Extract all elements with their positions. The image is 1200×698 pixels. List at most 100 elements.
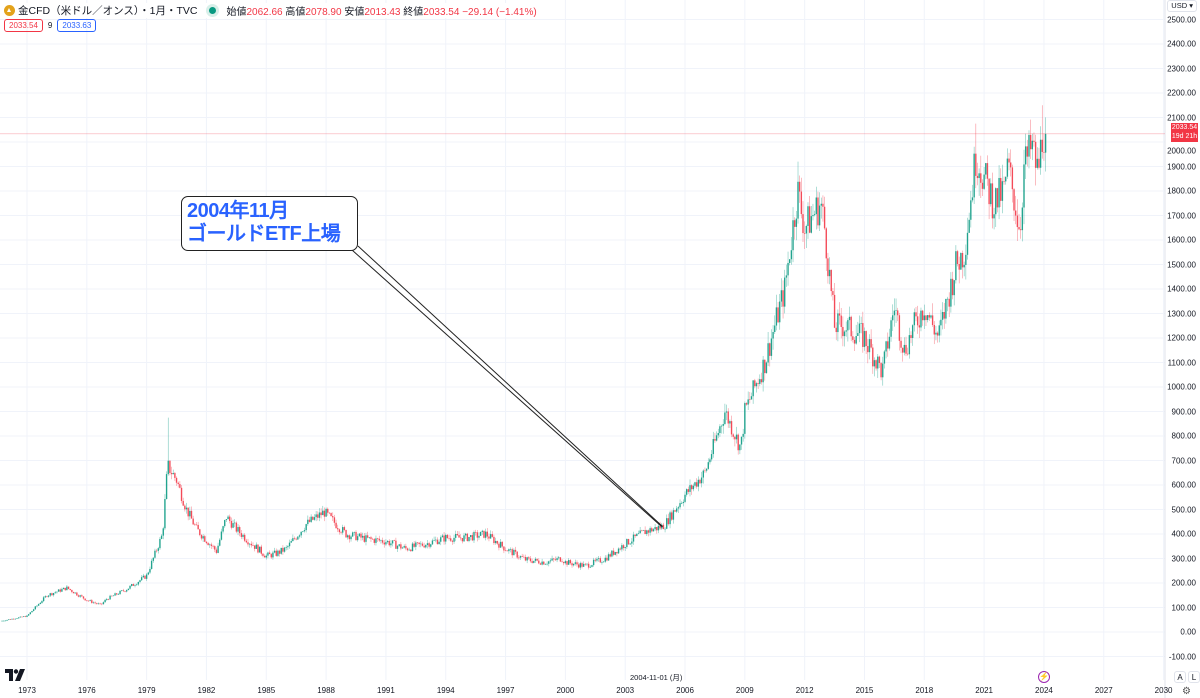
price-axis[interactable]: -100.00 0.00 100.00 200.00 300.00 400.00 500.0…	[1165, 0, 1200, 698]
currency-select[interactable]: USD ▾	[1167, 0, 1197, 12]
candle-body	[16, 618, 18, 619]
candle-body	[571, 563, 573, 566]
candle-body	[479, 531, 482, 536]
candle-body	[1028, 134, 1030, 157]
lightning-icon[interactable]: ⚡	[1038, 671, 1050, 683]
candle-body	[561, 561, 563, 563]
candle-body	[126, 590, 128, 592]
candle-body	[366, 535, 369, 538]
candle-body	[980, 173, 982, 183]
candle-body	[592, 559, 595, 566]
candle-body	[558, 557, 560, 559]
candle-body	[755, 383, 758, 387]
candle-body	[503, 546, 505, 551]
candle-body	[800, 191, 803, 215]
candle-body	[805, 225, 808, 234]
candle-body	[885, 341, 887, 352]
candle-body	[370, 537, 372, 539]
candle-body	[840, 315, 842, 327]
candle-body	[260, 546, 262, 554]
candle-body	[410, 549, 412, 552]
candle-body	[639, 530, 641, 534]
candle-body	[363, 535, 366, 542]
candle-body	[744, 403, 746, 434]
candle-body	[416, 542, 419, 544]
x-tick-label: 1991	[377, 686, 395, 695]
candle-body	[340, 532, 342, 533]
candle-body	[725, 411, 728, 413]
candle-body	[534, 558, 537, 561]
candle-body	[572, 563, 575, 566]
candle-body	[145, 574, 148, 579]
candle-body	[57, 589, 60, 592]
candle-body	[666, 518, 668, 529]
candle-body	[144, 575, 146, 579]
etf-listing-callout[interactable]: 2004年11月 ゴールドETF上場	[181, 196, 358, 251]
candle-body	[162, 528, 164, 536]
candle-body	[991, 183, 994, 219]
candle-body	[842, 326, 844, 337]
candle-body	[263, 555, 266, 558]
candle-body	[815, 197, 817, 215]
log-scale-button[interactable]: L	[1188, 671, 1200, 683]
candle-body	[459, 537, 462, 539]
candle-body	[443, 535, 445, 542]
candle-body	[13, 618, 15, 620]
settings-icon[interactable]: ⚙	[1182, 686, 1191, 697]
candle-body	[808, 206, 811, 233]
candle-body	[915, 312, 917, 317]
x-tick-label: 2030	[1154, 686, 1173, 695]
symbol-title[interactable]: 金CFD（米ドル／オンス）・1月・TVC	[18, 5, 198, 17]
candle-body	[641, 530, 643, 532]
candle-body	[167, 460, 169, 475]
candle-body	[135, 584, 138, 586]
x-tick-label: 2009	[735, 686, 754, 695]
candle-body	[910, 335, 912, 338]
candle-body	[446, 534, 449, 539]
candle-body	[671, 512, 673, 520]
auto-scale-button[interactable]: A	[1174, 671, 1186, 683]
candle-body	[290, 541, 292, 543]
candle-body	[611, 550, 613, 557]
y-tick-label: -100.00	[1168, 652, 1196, 661]
candle-body	[621, 545, 623, 550]
candle-body	[511, 549, 513, 556]
candle-body	[59, 589, 61, 592]
candle-body	[955, 251, 957, 281]
candle-body	[393, 540, 395, 541]
candle-body	[689, 485, 691, 492]
candle-body	[398, 544, 400, 546]
candle-body	[790, 250, 793, 260]
candle-body	[945, 298, 947, 319]
candle-body	[985, 163, 987, 175]
candle-body	[1003, 181, 1005, 182]
sell-button[interactable]: 2033.54	[4, 19, 43, 32]
candle-body	[880, 363, 882, 378]
candle-body	[514, 549, 517, 552]
candle-body	[350, 536, 352, 540]
candle-body	[87, 600, 90, 602]
buy-button[interactable]: 2033.63	[57, 19, 97, 32]
close-label: 終値	[403, 7, 424, 18]
candle-body	[285, 547, 287, 548]
candle-body	[732, 434, 734, 437]
candle-body	[160, 535, 163, 539]
candle-body	[19, 616, 22, 618]
y-tick-label: 1000.00	[1167, 382, 1196, 392]
candle-body	[483, 530, 485, 538]
candle-body	[159, 538, 161, 549]
candle-body	[873, 360, 876, 367]
candle-body	[971, 197, 974, 201]
candle-body	[1010, 162, 1012, 168]
y-tick-label: 2000.00	[1167, 146, 1196, 156]
candle-body	[978, 173, 980, 179]
candle-body	[255, 544, 258, 549]
candle-body	[596, 558, 598, 561]
y-tick-label: 700.00	[1171, 456, 1196, 465]
crosshair-date-label: 2004-11-01 (月)	[628, 672, 685, 683]
candle-body	[137, 581, 140, 585]
candle-body	[325, 508, 327, 517]
candle-body	[134, 585, 136, 586]
tradingview-logo[interactable]	[5, 668, 27, 684]
